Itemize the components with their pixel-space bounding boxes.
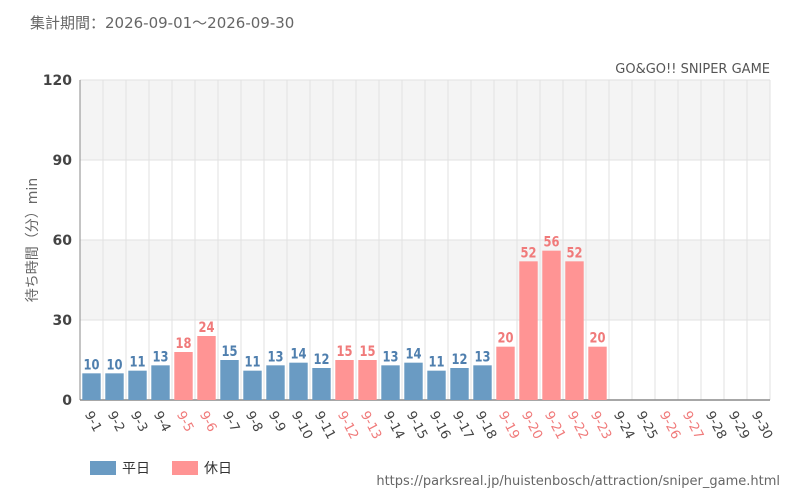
x-tick-label: 9-4	[150, 409, 173, 435]
legend-swatch-holiday	[172, 461, 198, 475]
x-tick-label: 9-9	[265, 409, 288, 435]
bar	[519, 261, 538, 400]
bar-value-label: 52	[521, 245, 537, 261]
bar-value-label: 10	[84, 357, 100, 373]
bar-value-label: 52	[567, 245, 583, 261]
x-tick-label: 9-10	[288, 409, 315, 442]
legend-label-weekday: 平日	[122, 461, 150, 477]
bar	[588, 346, 607, 400]
x-tick-label: 9-29	[725, 409, 752, 442]
bar-value-label: 13	[153, 349, 169, 365]
legend-label-holiday: 休日	[204, 461, 232, 477]
bar-value-label: 11	[429, 355, 445, 371]
x-tick-label: 9-24	[610, 409, 637, 442]
x-tick-label: 9-3	[127, 409, 150, 435]
x-tick-label: 9-7	[219, 409, 242, 435]
bar-value-label: 14	[291, 347, 307, 363]
x-tick-label: 9-6	[196, 409, 219, 435]
bar-value-label: 12	[452, 352, 468, 368]
bar	[151, 365, 170, 400]
bar-value-label: 20	[498, 331, 514, 347]
legend: 平日 休日	[90, 458, 232, 478]
period-text: 集計期間：2026-09-01〜2026-09-30	[30, 14, 295, 32]
bar-value-label: 15	[222, 344, 238, 360]
bar	[266, 365, 285, 400]
x-tick-label: 9-17	[449, 409, 476, 442]
bar-value-label: 10	[107, 357, 123, 373]
bar	[358, 360, 377, 400]
bar-value-label: 56	[544, 235, 560, 251]
bar	[335, 360, 354, 400]
bar	[312, 368, 331, 400]
x-tick-label: 9-11	[311, 409, 338, 442]
x-tick-label: 9-2	[104, 409, 127, 435]
x-tick-label: 9-5	[173, 409, 196, 435]
x-tick-label: 9-12	[334, 409, 361, 442]
bar	[82, 373, 101, 400]
bar-value-label: 24	[199, 320, 215, 336]
legend-swatch-weekday	[90, 461, 116, 475]
y-tick-label: 0	[62, 393, 72, 409]
x-tick-label: 9-28	[702, 409, 729, 442]
bar-value-label: 15	[360, 344, 376, 360]
bar	[542, 250, 561, 400]
bar	[128, 370, 147, 400]
y-tick-label: 120	[43, 73, 72, 89]
bar	[105, 373, 124, 400]
legend-item-weekday: 平日	[90, 458, 150, 478]
y-tick-label: 60	[53, 233, 73, 249]
bar-value-label: 13	[268, 349, 284, 365]
x-tick-label: 9-26	[656, 409, 683, 442]
bar	[450, 368, 469, 400]
bar-value-label: 15	[337, 344, 353, 360]
bar	[427, 370, 446, 400]
bar	[565, 261, 584, 400]
bar-value-label: 11	[130, 355, 146, 371]
bar	[243, 370, 262, 400]
legend-item-holiday: 休日	[172, 458, 232, 478]
bar-value-label: 12	[314, 352, 330, 368]
bar	[496, 346, 515, 400]
bar	[289, 362, 308, 400]
chart-title: GO&GO!! SNIPER GAME	[615, 62, 770, 77]
bar	[220, 360, 239, 400]
bar	[197, 336, 216, 400]
bar-value-label: 13	[475, 349, 491, 365]
bar-value-label: 11	[245, 355, 261, 371]
x-tick-label: 9-18	[472, 409, 499, 442]
bar	[174, 352, 193, 400]
y-tick-label: 90	[53, 153, 73, 169]
x-tick-label: 9-13	[357, 409, 384, 442]
x-tick-label: 9-25	[633, 409, 660, 442]
bar	[404, 362, 423, 400]
x-tick-label: 9-8	[242, 409, 265, 435]
bar-value-label: 20	[590, 331, 606, 347]
y-tick-label: 30	[53, 313, 73, 329]
x-tick-label: 9-16	[426, 409, 453, 442]
bar-value-label: 13	[383, 349, 399, 365]
x-tick-label: 9-19	[495, 409, 522, 442]
x-tick-label: 9-22	[564, 409, 591, 442]
x-tick-label: 9-15	[403, 409, 430, 442]
bar-value-label: 18	[176, 336, 192, 352]
x-tick-label: 9-21	[541, 409, 568, 442]
bar	[473, 365, 492, 400]
x-tick-label: 9-1	[81, 409, 104, 435]
x-tick-label: 9-23	[587, 409, 614, 442]
source-url[interactable]: https://parksreal.jp/huistenbosch/attrac…	[376, 474, 780, 489]
x-tick-label: 9-30	[748, 409, 775, 442]
x-tick-label: 9-20	[518, 409, 545, 442]
bar-value-label: 14	[406, 347, 422, 363]
x-tick-label: 9-27	[679, 409, 706, 442]
bar	[381, 365, 400, 400]
x-tick-label: 9-14	[380, 409, 407, 442]
